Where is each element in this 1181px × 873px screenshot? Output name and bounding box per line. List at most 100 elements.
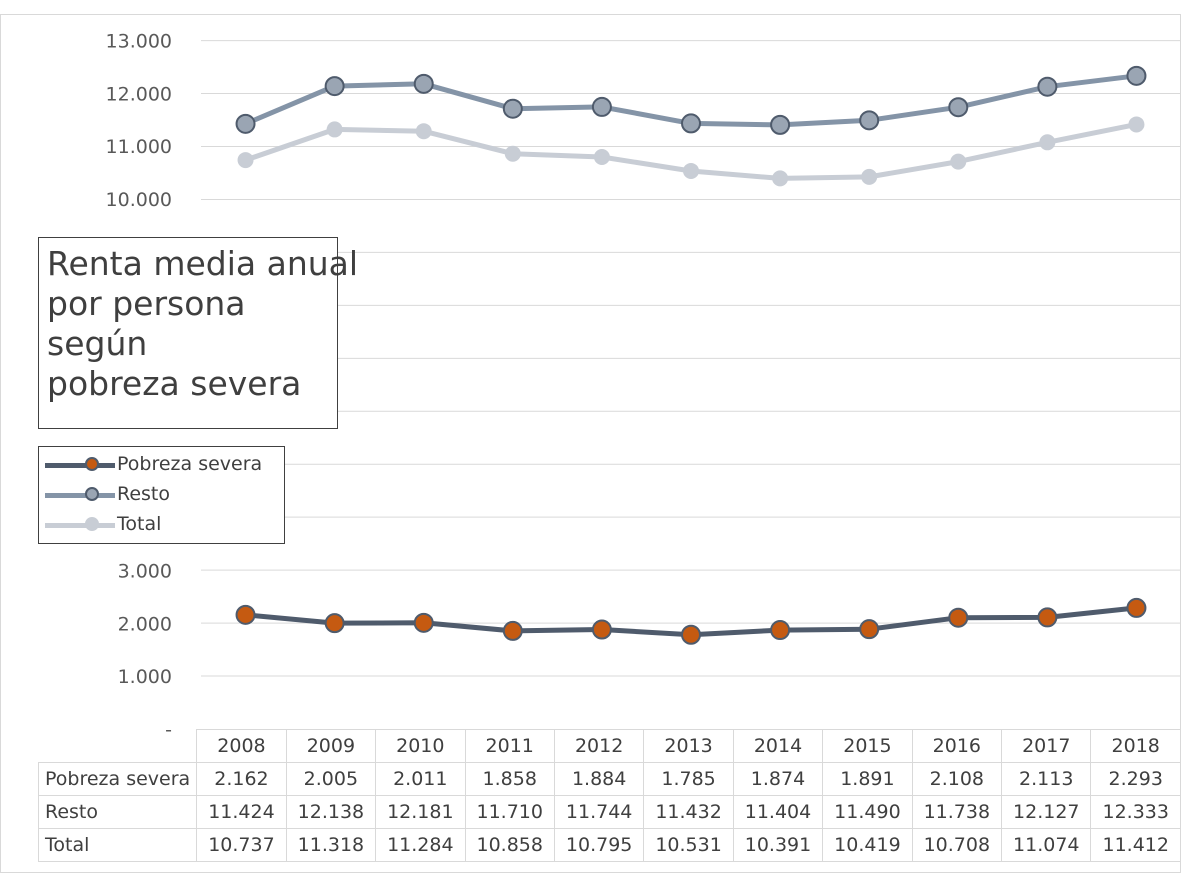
legend-label-resto: Resto xyxy=(117,483,171,505)
data-point-total xyxy=(504,145,521,162)
table-row-resto: Resto 11.424 12.138 12.181 11.710 11.744… xyxy=(37,795,1181,829)
table-cell: 10.737 xyxy=(196,828,287,862)
table-cell: 1.884 xyxy=(553,762,645,796)
data-point-pobreza-severa xyxy=(413,612,434,633)
table-cell: 2.005 xyxy=(285,762,377,796)
table-cell: 10.858 xyxy=(464,828,555,862)
data-point-pobreza-severa xyxy=(1126,597,1147,618)
data-point-total xyxy=(415,123,432,140)
table-cell: 11.710 xyxy=(464,795,555,829)
table-cell: 1.891 xyxy=(822,762,913,796)
chart-data-table: 2008 2009 2010 2011 2012 2013 2014 2015 … xyxy=(37,729,1181,862)
legend-marker-resto xyxy=(85,487,99,501)
table-cell: 2.108 xyxy=(911,762,1003,796)
table-cell: 10.419 xyxy=(822,828,913,862)
legend-item-resto: Resto xyxy=(45,481,281,509)
table-cell: 11.490 xyxy=(822,795,913,829)
table-cell: 12.333 xyxy=(1090,795,1181,829)
chart-title-line-2: por persona xyxy=(47,284,246,323)
data-point-total xyxy=(326,121,343,138)
data-point-resto xyxy=(681,113,701,134)
y-tick-label: 12.000 xyxy=(106,83,172,105)
legend-line-total xyxy=(45,523,115,528)
table-cell: 2.011 xyxy=(375,762,466,796)
legend-line-resto xyxy=(45,493,115,498)
table-row-label: Resto xyxy=(37,795,198,829)
table-cell: 11.432 xyxy=(643,795,734,829)
data-point-resto xyxy=(770,114,791,135)
table-year-header: 2010 xyxy=(375,729,466,763)
data-point-pobreza-severa xyxy=(1037,607,1058,628)
table-cell: 11.738 xyxy=(911,795,1003,829)
table-row-label: Total xyxy=(37,828,198,862)
y-tick-label: 1.000 xyxy=(118,666,172,688)
data-point-total xyxy=(237,152,254,169)
table-year-header: 2008 xyxy=(196,729,287,763)
chart-title-line-3: según xyxy=(47,324,148,363)
chart-legend: Pobreza severa Resto Total xyxy=(38,446,285,544)
data-point-total xyxy=(1039,134,1056,151)
table-cell: 12.127 xyxy=(1001,795,1092,829)
legend-line-pobreza-severa xyxy=(45,463,115,468)
table-cell: 1.785 xyxy=(643,762,734,796)
table-year-header: 2016 xyxy=(911,729,1003,763)
table-year-header: 2015 xyxy=(822,729,913,763)
table-cell: 11.424 xyxy=(196,795,287,829)
table-header-row: 2008 2009 2010 2011 2012 2013 2014 2015 … xyxy=(38,729,1181,763)
table-year-header: 2012 xyxy=(553,729,645,763)
data-point-pobreza-severa xyxy=(502,620,523,641)
table-cell: 10.795 xyxy=(553,828,645,862)
table-year-header: 2011 xyxy=(464,729,555,763)
legend-label-pobreza-severa: Pobreza severa xyxy=(117,453,263,475)
table-year-header: 2017 xyxy=(1001,729,1092,763)
table-year-header: 2014 xyxy=(732,729,824,763)
table-cell: 11.404 xyxy=(732,795,824,829)
legend-marker-pobreza-severa xyxy=(85,457,99,471)
legend-item-total: Total xyxy=(45,511,281,539)
y-tick-label: 2.000 xyxy=(118,613,172,635)
table-year-header: 2013 xyxy=(643,729,734,763)
data-point-total xyxy=(861,168,878,185)
data-point-pobreza-severa xyxy=(770,620,791,641)
table-corner-cell xyxy=(38,729,198,763)
table-cell: 12.138 xyxy=(285,795,377,829)
table-cell: 12.181 xyxy=(375,795,466,829)
legend-label-total: Total xyxy=(117,513,162,535)
data-point-resto xyxy=(502,98,523,119)
data-point-resto xyxy=(1037,76,1058,97)
table-cell: 1.874 xyxy=(732,762,824,796)
data-point-resto xyxy=(413,73,434,94)
table-cell: 11.318 xyxy=(285,828,377,862)
chart-title-line-1: Renta media anual xyxy=(47,244,359,283)
data-point-resto xyxy=(948,97,969,118)
data-point-pobreza-severa xyxy=(859,619,880,640)
data-point-resto xyxy=(859,110,880,131)
data-point-pobreza-severa xyxy=(948,607,969,628)
table-row-pobreza-severa: Pobreza severa 2.162 2.005 2.011 1.858 1… xyxy=(37,762,1181,796)
data-point-total xyxy=(593,149,610,166)
y-tick-label: 10.000 xyxy=(106,189,172,211)
chart-title-line-4: pobreza severa xyxy=(47,364,302,403)
y-tick-label: 3.000 xyxy=(118,561,172,583)
data-point-total xyxy=(772,170,789,187)
data-point-resto xyxy=(591,96,612,117)
data-point-pobreza-severa xyxy=(591,619,612,640)
table-year-header: 2009 xyxy=(285,729,377,763)
data-point-resto xyxy=(235,113,256,134)
table-cell: 10.708 xyxy=(911,828,1003,862)
table-cell: 1.858 xyxy=(464,762,555,796)
data-point-total xyxy=(950,153,967,170)
data-point-pobreza-severa xyxy=(235,604,256,625)
table-cell: 11.284 xyxy=(375,828,466,862)
table-cell: 11.074 xyxy=(1001,828,1092,862)
table-cell: 2.293 xyxy=(1090,762,1181,796)
table-row-label: Pobreza severa xyxy=(37,762,198,796)
table-cell: 2.162 xyxy=(196,762,287,796)
legend-item-pobreza-severa: Pobreza severa xyxy=(45,451,281,479)
table-cell: 10.531 xyxy=(643,828,734,862)
table-cell: 11.412 xyxy=(1090,828,1181,862)
table-year-header: 2018 xyxy=(1090,729,1181,763)
data-point-pobreza-severa xyxy=(324,613,345,634)
chart-title-box: Renta media anual por persona según pobr… xyxy=(38,237,359,429)
